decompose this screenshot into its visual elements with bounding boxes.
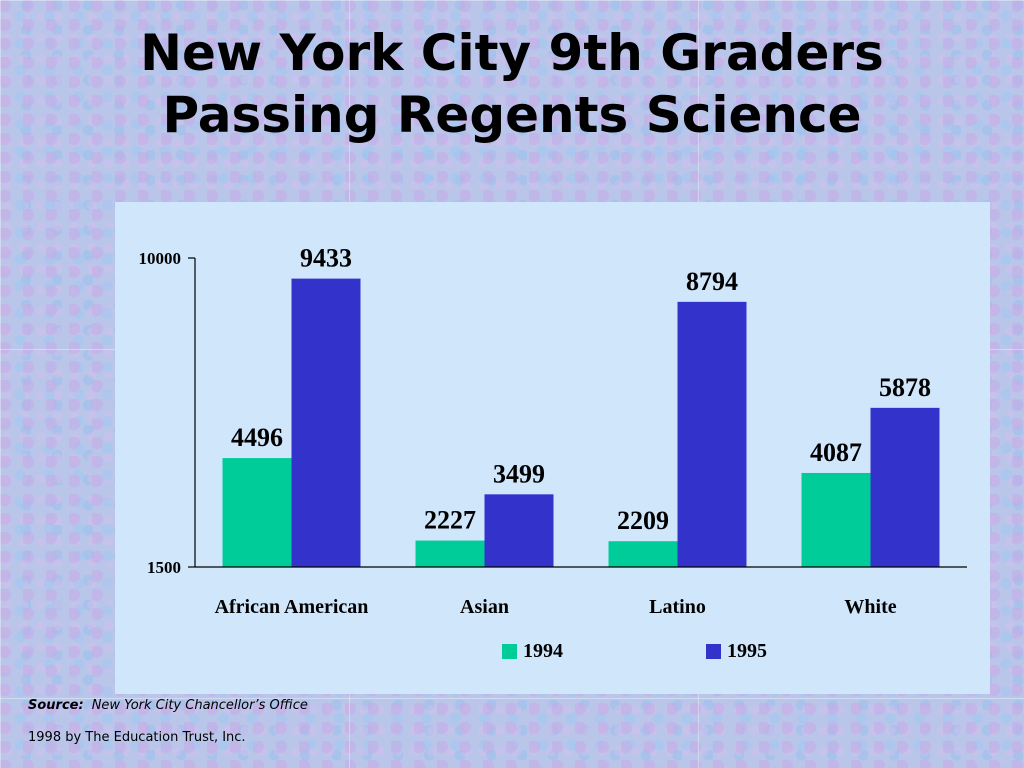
bar-1994-3 [801, 472, 871, 567]
data-label-1995-3: 5878 [879, 373, 931, 402]
title-line-2: Passing Regents Science [162, 86, 862, 144]
legend-label-1995: 1995 [727, 640, 767, 662]
x-tick-label-1: Asian [460, 596, 509, 618]
plot-area [115, 202, 990, 694]
source-note: Source: New York City Chancellor’s Office [28, 698, 308, 713]
x-tick-label-3: White [844, 596, 896, 618]
x-tick-label-0: African American [215, 596, 369, 618]
source-label: Source: [28, 698, 84, 713]
data-label-1994-1: 2227 [424, 506, 476, 535]
source-value: New York City Chancellor’s Office [91, 698, 308, 713]
data-label-1994-0: 4496 [231, 423, 283, 452]
data-label-1995-0: 9433 [300, 244, 352, 273]
legend: 1994 1995 [0, 640, 1024, 668]
slide-title: New York City 9th Graders Passing Regent… [0, 22, 1024, 146]
bar-1995-0 [291, 278, 361, 567]
data-label-1994-3: 4087 [810, 438, 862, 467]
title-line-1: New York City 9th Graders [140, 24, 884, 82]
bar-1995-1 [484, 494, 554, 567]
legend-item-1994: 1994 [502, 640, 563, 663]
legend-item-1995: 1995 [706, 640, 767, 663]
data-label-1995-1: 3499 [493, 459, 545, 488]
data-label-1995-2: 8794 [686, 267, 738, 296]
bar-1994-0 [222, 458, 292, 567]
copyright-note: 1998 by The Education Trust, Inc. [28, 730, 246, 745]
legend-swatch-1995 [706, 644, 721, 659]
legend-swatch-1994 [502, 644, 517, 659]
y-tick-label-0: 1500 [147, 558, 181, 577]
bar-1995-3 [870, 407, 940, 567]
data-label-1994-2: 2209 [617, 506, 669, 535]
y-tick-label-1: 10000 [139, 249, 182, 268]
bar-1994-2 [608, 541, 678, 567]
legend-label-1994: 1994 [523, 640, 563, 662]
x-tick-label-2: Latino [649, 596, 706, 618]
bar-1994-1 [415, 540, 485, 567]
bar-1995-2 [677, 301, 747, 567]
